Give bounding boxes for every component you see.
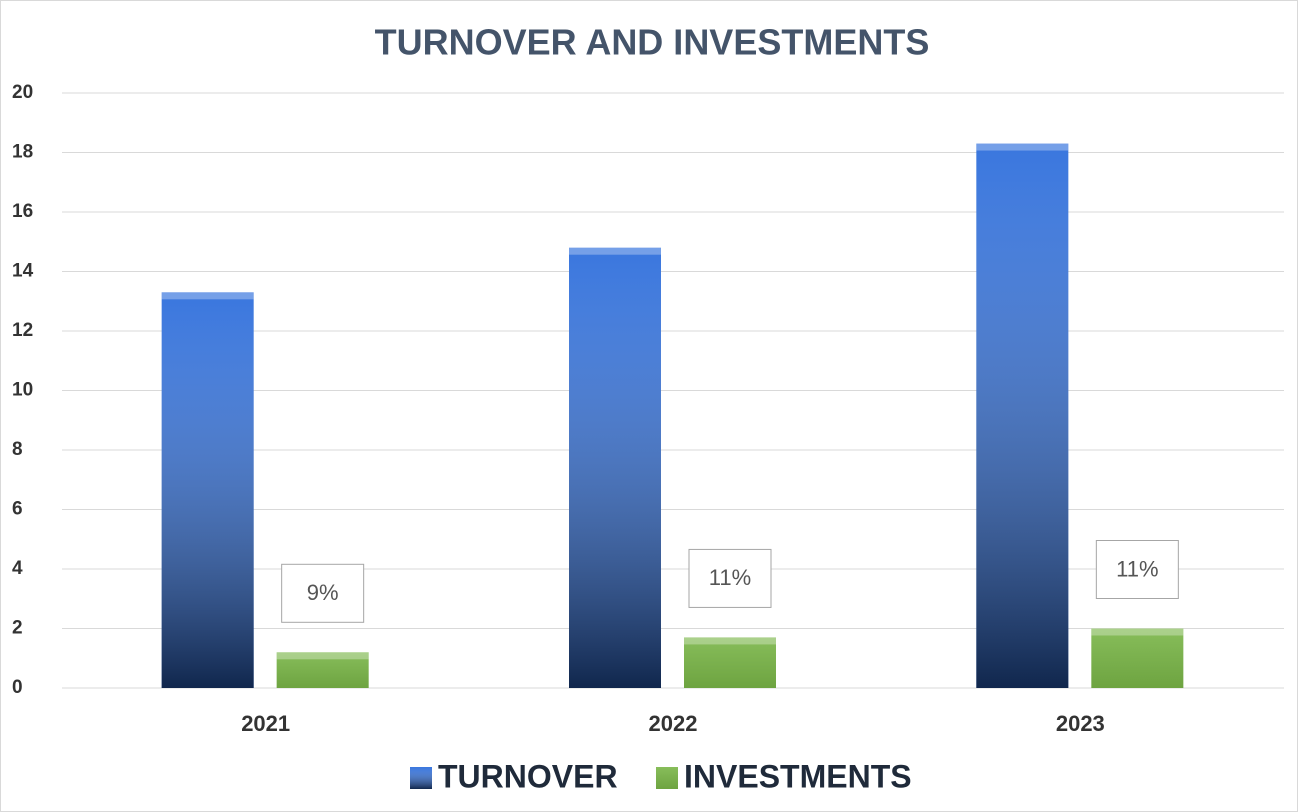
y-tick-label: 20 [12, 82, 33, 103]
y-tick-label: 0 [12, 677, 23, 698]
y-tick-label: 10 [12, 380, 33, 401]
bar [1091, 628, 1184, 688]
y-tick-label: 6 [12, 499, 23, 520]
y-tick-label: 18 [12, 142, 33, 163]
x-tick-label: 2021 [241, 711, 290, 736]
legend-swatch-shade [410, 767, 432, 789]
annotation: 9% [307, 580, 339, 605]
annotation-box [688, 548, 772, 608]
y-tick-label: 4 [12, 558, 23, 579]
y-tick-label: 16 [12, 201, 33, 222]
y-tick-label: 2 [12, 618, 23, 639]
annotation-box [281, 563, 365, 623]
bar [684, 637, 776, 688]
y-tick-label: 12 [12, 320, 33, 341]
annotation: 11% [709, 565, 751, 590]
legend-swatch-shade [656, 767, 678, 789]
chart-title: TURNOVER AND INVESTMENTS [375, 22, 930, 63]
bar [276, 652, 369, 688]
annotation: 11% [1116, 556, 1158, 581]
bar [569, 247, 661, 688]
annotation-box [1095, 540, 1179, 599]
x-tick-label: 2023 [1056, 711, 1105, 736]
x-tick-label: 2022 [649, 711, 698, 736]
legend-label: INVESTMENTS [684, 758, 912, 794]
y-tick-label: 14 [12, 261, 34, 282]
bar [161, 292, 254, 688]
y-tick-label: 8 [12, 439, 23, 460]
legend-label: TURNOVER [438, 758, 618, 794]
bar [976, 143, 1069, 688]
